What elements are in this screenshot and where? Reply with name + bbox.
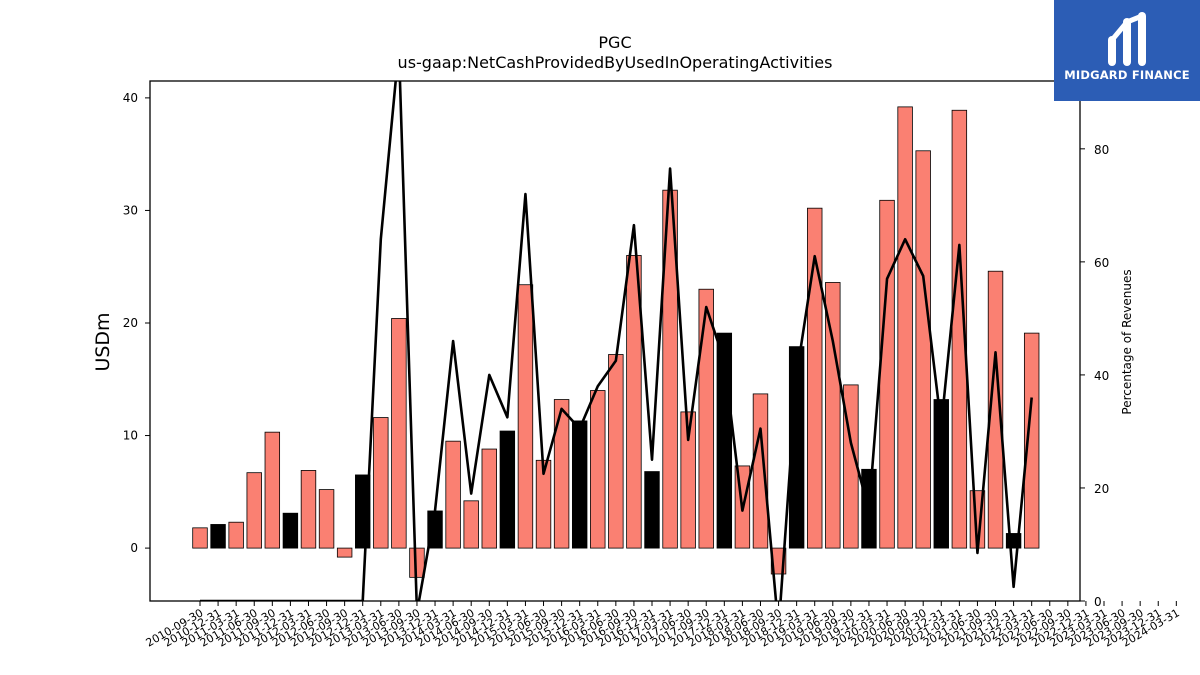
- y-axis-label: USDm: [92, 312, 114, 371]
- y-tick-label: 40: [123, 91, 138, 105]
- logo-mark-icon: [1108, 12, 1146, 66]
- bar: [553, 399, 570, 549]
- y2-axis-label: Percentage of Revenues: [1120, 269, 1134, 414]
- bar: [246, 472, 262, 549]
- chart-subtitle: us-gaap:NetCashProvidedByUsedInOperating…: [398, 53, 833, 72]
- bar: [300, 470, 317, 549]
- y-tick-label: 0: [130, 541, 138, 555]
- y2-tick-label: 0: [1094, 595, 1102, 609]
- bar: [626, 255, 642, 549]
- bars-layer: [192, 106, 1040, 578]
- bar: [282, 512, 299, 549]
- bar: [228, 521, 244, 549]
- bar: [192, 527, 208, 549]
- bar: [933, 399, 949, 549]
- bar: [517, 284, 534, 549]
- bar: [608, 354, 624, 549]
- y-tick-label: 20: [123, 316, 138, 330]
- plot-frame: [149, 80, 1081, 602]
- brand-logo: MIDGARD FINANCE: [1054, 0, 1200, 101]
- chart-title: PGC: [598, 33, 631, 52]
- y-tick-label: 30: [123, 203, 138, 217]
- bar: [318, 489, 335, 549]
- x-axis: 2010-09-302010-12-312011-03-312011-06-30…: [144, 601, 1182, 650]
- y2-tick-label: 40: [1094, 369, 1109, 383]
- bar: [481, 448, 497, 549]
- y-axis: 0 10 20 30 40: [123, 91, 150, 555]
- bar: [680, 411, 696, 549]
- bar: [391, 318, 407, 549]
- line-layer: [200, 81, 1033, 601]
- bar: [336, 547, 353, 558]
- y2-tick-label: 20: [1094, 482, 1109, 496]
- bar: [825, 282, 841, 549]
- bar: [571, 420, 588, 549]
- bar: [445, 440, 461, 549]
- y2-tick-label: 60: [1094, 256, 1109, 270]
- y2-axis: 0 20 40 60 80: [1080, 143, 1109, 609]
- bar: [662, 189, 678, 549]
- bar: [897, 106, 913, 549]
- bar: [807, 207, 823, 549]
- bar: [788, 346, 805, 549]
- y-tick-label: 10: [123, 429, 138, 443]
- bar: [644, 471, 660, 549]
- bar: [499, 430, 516, 549]
- bar: [373, 417, 389, 549]
- bar: [915, 150, 931, 549]
- bar: [590, 390, 606, 549]
- series-line: [200, 81, 1033, 601]
- bar: [1023, 332, 1040, 549]
- y2-tick-label: 80: [1094, 143, 1109, 157]
- bar: [879, 199, 895, 549]
- bar: [210, 524, 226, 549]
- bar: [752, 393, 769, 549]
- bar: [698, 288, 714, 549]
- bar: [987, 270, 1004, 549]
- bar: [463, 500, 479, 549]
- brand-name: MIDGARD FINANCE: [1064, 68, 1190, 82]
- bar: [264, 431, 281, 549]
